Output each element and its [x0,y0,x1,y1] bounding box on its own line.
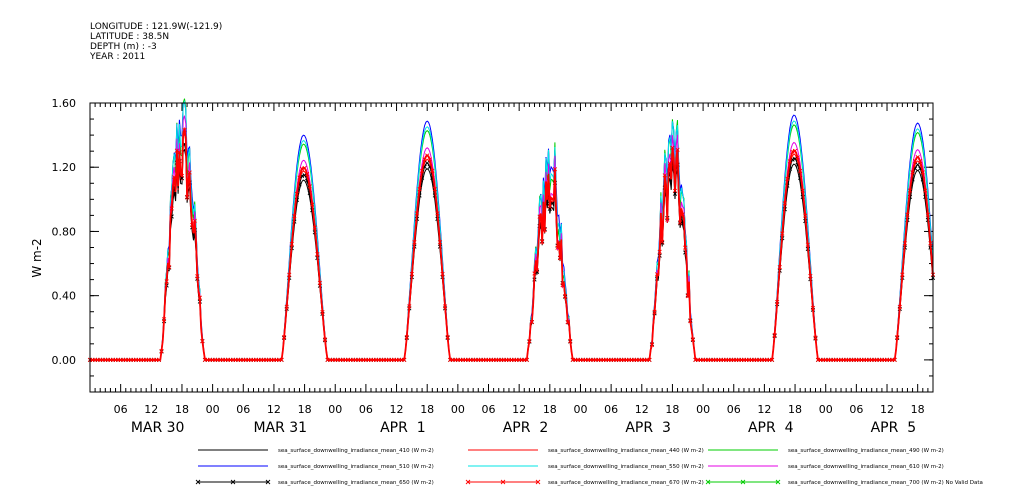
series-marker [425,161,429,165]
x-day-label: APR 4 [748,420,794,436]
x-tick-label: 12 [757,403,771,416]
x-tick-label: 18 [543,403,557,416]
x-tick-label: 00 [451,403,465,416]
x-tick-label: 12 [512,403,526,416]
x-tick-label: 18 [788,403,802,416]
x-tick-label: 18 [298,403,312,416]
x-day-label: MAR 31 [253,420,307,436]
legend-label: sea_surface_downwelling_irradiance_mean_… [788,448,944,454]
series-line [90,134,933,360]
x-tick-label: 18 [665,403,679,416]
y-axis-label: W m-2 [30,238,44,277]
y-tick-label: 1.60 [52,97,77,110]
x-day-label: APR 5 [871,420,917,436]
x-tick-label: 18 [911,403,925,416]
series-line [90,144,933,360]
x-tick-label: 00 [328,403,342,416]
x-tick-label: 12 [267,403,281,416]
x-tick-label: 00 [819,403,833,416]
x-tick-label: 06 [114,403,128,416]
legend-label: sea_surface_downwelling_irradiance_mean_… [278,464,434,470]
y-tick-label: 0.40 [52,290,77,303]
y-tick-label: 0.00 [52,354,77,367]
x-day-label: APR 3 [625,420,671,436]
x-tick-label: 12 [635,403,649,416]
x-day-label: APR 1 [380,420,426,436]
x-tick-label: 06 [236,403,250,416]
series-marker [916,163,920,167]
x-tick-label: 12 [390,403,404,416]
legend-label: sea_surface_downwelling_irradiance_mean_… [788,480,983,486]
x-tick-label: 12 [880,403,894,416]
y-tick-label: 1.20 [52,161,77,174]
legend-label: sea_surface_downwelling_irradiance_mean_… [278,480,434,486]
x-tick-label: 06 [359,403,373,416]
legend-label: sea_surface_downwelling_irradiance_mean_… [548,480,704,486]
x-tick-label: 00 [573,403,587,416]
legend-label: sea_surface_downwelling_irradiance_mean_… [788,464,944,470]
series-layer [88,99,935,362]
x-tick-label: 06 [604,403,618,416]
x-tick-label: 06 [849,403,863,416]
legend: sea_surface_downwelling_irradiance_mean_… [196,448,983,486]
series-line [90,130,933,360]
x-tick-label: 06 [482,403,496,416]
x-day-label: MAR 30 [131,420,185,436]
x-tick-label: 00 [696,403,710,416]
y-tick-label: 0.80 [52,225,77,238]
x-tick-label: 12 [144,403,158,416]
legend-label: sea_surface_downwelling_irradiance_mean_… [548,448,704,454]
legend-label: sea_surface_downwelling_irradiance_mean_… [278,448,434,454]
x-tick-label: 18 [420,403,434,416]
x-tick-label: 06 [727,403,741,416]
x-tick-label: 18 [175,403,189,416]
x-day-label: APR 2 [503,420,549,436]
series-line [90,150,933,360]
legend-label: sea_surface_downwelling_irradiance_mean_… [548,464,704,470]
x-tick-label: 00 [206,403,220,416]
